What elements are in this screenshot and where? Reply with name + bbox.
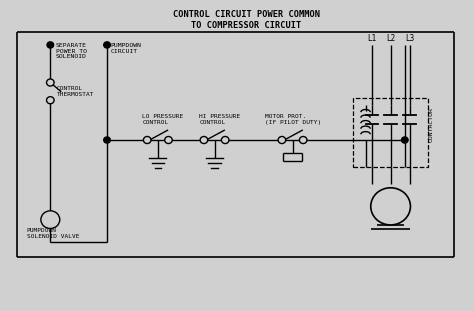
- Text: CONTROL CIRCUIT POWER COMMON: CONTROL CIRCUIT POWER COMMON: [173, 11, 320, 19]
- Circle shape: [278, 137, 286, 144]
- Circle shape: [46, 97, 54, 104]
- Text: CONTACTOR: CONTACTOR: [428, 107, 433, 142]
- Text: MOTOR PROT.
(IF PILOT DUTY): MOTOR PROT. (IF PILOT DUTY): [265, 114, 321, 124]
- Text: L2: L2: [386, 34, 395, 43]
- Circle shape: [104, 137, 110, 143]
- Circle shape: [221, 137, 229, 144]
- Text: L1: L1: [367, 34, 376, 43]
- Text: L3: L3: [405, 34, 414, 43]
- Circle shape: [47, 42, 54, 48]
- Text: CONTROL
THERMOSTAT: CONTROL THERMOSTAT: [56, 86, 94, 97]
- Bar: [353, 98, 428, 167]
- Text: LO PRESSURE
CONTROL: LO PRESSURE CONTROL: [143, 114, 184, 124]
- Circle shape: [401, 137, 408, 143]
- Circle shape: [371, 188, 410, 225]
- Text: S: S: [48, 215, 53, 224]
- Text: HI PRESSURE
CONTROL: HI PRESSURE CONTROL: [199, 114, 240, 124]
- Circle shape: [41, 211, 60, 229]
- Circle shape: [300, 137, 307, 144]
- Text: PUMPDOWN
SOLENOID VALVE: PUMPDOWN SOLENOID VALVE: [27, 229, 79, 239]
- Text: SEPARATE
POWER TO
SOLENOID: SEPARATE POWER TO SOLENOID: [56, 43, 87, 59]
- Text: TO COMPRESSOR CIRCUIT: TO COMPRESSOR CIRCUIT: [191, 21, 301, 30]
- Text: PUMPDOWN
CIRCUIT: PUMPDOWN CIRCUIT: [111, 43, 142, 53]
- Circle shape: [46, 79, 54, 86]
- Text: COMP.: COMP.: [379, 202, 402, 211]
- Circle shape: [200, 137, 208, 144]
- Circle shape: [164, 137, 172, 144]
- Circle shape: [104, 42, 110, 48]
- Circle shape: [144, 137, 151, 144]
